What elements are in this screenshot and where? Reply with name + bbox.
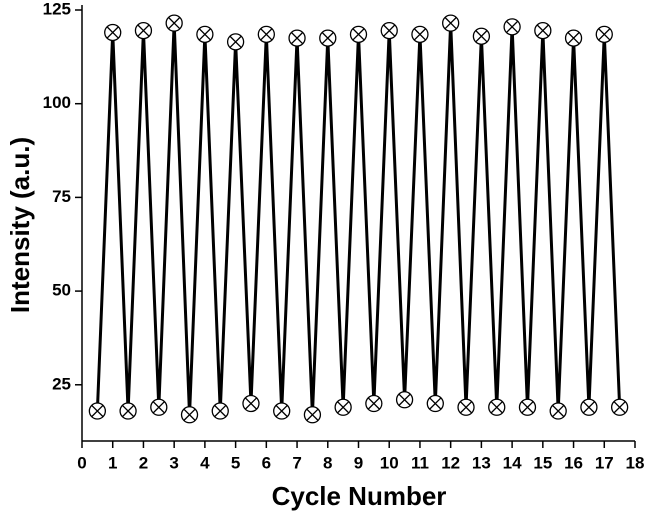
marker-cross [521, 401, 534, 414]
x-tick-label: 1 [108, 453, 117, 472]
y-tick-label: 100 [43, 93, 71, 112]
x-tick-label: 3 [169, 453, 178, 472]
marker-cross [552, 404, 565, 418]
data-point [395, 391, 414, 409]
x-tick-label: 10 [380, 453, 399, 472]
marker-cross [413, 28, 427, 41]
marker-cross [490, 401, 503, 414]
data-point [150, 398, 168, 416]
data-point [549, 402, 567, 420]
data-point [180, 406, 199, 424]
data-point [88, 402, 107, 420]
data-point [104, 23, 122, 42]
marker-cross [337, 401, 350, 414]
marker-cross [352, 28, 365, 41]
data-point [349, 25, 368, 44]
marker-cross [244, 397, 258, 410]
data-point [380, 21, 398, 40]
y-tick-label: 75 [52, 187, 71, 206]
data-point [472, 27, 491, 45]
data-point [595, 25, 613, 44]
data-point [303, 406, 322, 424]
marker-cross [613, 401, 626, 414]
x-axis-title: Cycle Number [272, 481, 447, 511]
marker-cross [290, 32, 304, 45]
data-point [442, 14, 460, 32]
marker-cross [367, 397, 380, 410]
marker-cross [152, 401, 165, 414]
marker-cross [214, 404, 227, 418]
marker-cross [429, 397, 442, 410]
marker-cross [567, 32, 580, 45]
data-point [564, 29, 583, 47]
x-tick-label: 7 [292, 453, 301, 472]
x-tick-label: 2 [139, 453, 148, 472]
x-tick-label: 18 [626, 453, 645, 472]
marker-cross [582, 401, 595, 414]
marker-cross [475, 30, 488, 43]
marker-cross [106, 26, 119, 39]
x-tick-label: 4 [200, 453, 210, 472]
data-point [411, 25, 429, 44]
y-tick-label: 50 [52, 281, 71, 300]
data-point [426, 394, 444, 413]
data-line [95, 23, 622, 415]
marker-cross [383, 24, 396, 37]
data-point [534, 21, 552, 40]
x-tick-label: 17 [595, 453, 614, 472]
marker-cross [398, 393, 411, 406]
x-tick-label: 8 [323, 453, 332, 472]
marker-cross [198, 28, 211, 41]
data-point [242, 394, 260, 413]
data-point [365, 394, 383, 413]
marker-cross [229, 35, 242, 48]
marker-cross [536, 24, 549, 37]
marker-cross [137, 24, 150, 37]
data-point [226, 33, 245, 51]
y-tick-label: 25 [52, 374, 71, 393]
data-point [119, 402, 137, 420]
marker-cross [168, 17, 181, 30]
marker-cross [598, 28, 611, 41]
data-point [334, 398, 352, 416]
marker-cross [459, 401, 473, 414]
x-tick-label: 14 [503, 453, 522, 472]
data-point [580, 398, 598, 416]
x-tick-label: 16 [564, 453, 583, 472]
data-point [319, 29, 337, 47]
data-point [488, 398, 506, 416]
data-point [610, 398, 629, 416]
marker-cross [506, 20, 519, 33]
data-point [518, 398, 537, 416]
data-point [503, 18, 521, 36]
x-tick-label: 12 [441, 453, 460, 472]
marker-cross [321, 32, 334, 45]
marker-cross [91, 404, 104, 418]
marker-cross [444, 17, 457, 30]
data-point [165, 14, 183, 32]
data-point [211, 402, 229, 420]
data-point [257, 25, 275, 44]
data-point [273, 402, 291, 420]
data-point [457, 398, 475, 416]
x-tick-label: 11 [411, 453, 429, 472]
data-point [196, 25, 214, 44]
x-tick-label: 0 [77, 453, 86, 472]
marker-cross [260, 28, 273, 41]
y-axis-title: Intensity (a.u.) [5, 137, 35, 313]
marker-cross [306, 408, 319, 421]
marker-cross [122, 404, 135, 418]
y-tick-label: 125 [43, 0, 71, 18]
x-tick-label: 9 [354, 453, 363, 472]
marker-cross [275, 404, 288, 418]
x-tick-label: 15 [533, 453, 552, 472]
x-tick-label: 6 [262, 453, 271, 472]
marker-cross [183, 408, 196, 421]
data-point [288, 29, 306, 47]
data-point [134, 21, 153, 40]
x-tick-label: 13 [472, 453, 491, 472]
x-tick-label: 5 [231, 453, 240, 472]
